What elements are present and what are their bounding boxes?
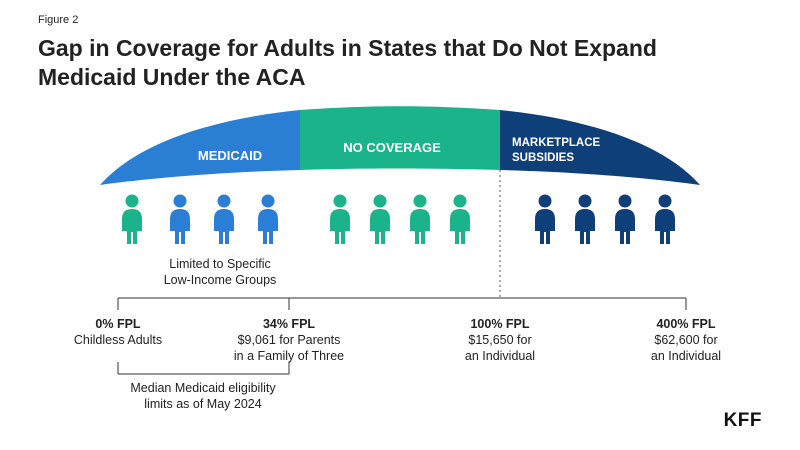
- tick-line2-34: in a Family of Three: [233, 349, 345, 363]
- person-body: [535, 209, 555, 244]
- tick-head-34: 34% FPL: [262, 317, 316, 331]
- person-body: [655, 209, 675, 244]
- person-body: [410, 209, 430, 244]
- person-head: [658, 194, 672, 208]
- person-icon: [575, 194, 595, 244]
- person-head: [413, 194, 427, 208]
- band-label-medicaid: MEDICAID: [198, 148, 262, 163]
- person-body: [330, 209, 350, 244]
- person-head: [173, 194, 187, 208]
- median-note-line2: limits as of May 2024: [144, 397, 262, 411]
- person-icon: [655, 194, 675, 244]
- limited-note-line2: Low-Income Groups: [163, 273, 277, 287]
- person-icon: [615, 194, 635, 244]
- person-icon: [330, 194, 350, 244]
- band-label-marketplace-line2: SUBSIDIES: [512, 152, 574, 164]
- person-head: [217, 194, 231, 208]
- kff-logo: KFF: [723, 410, 762, 431]
- person-head: [373, 194, 387, 208]
- person-body: [615, 209, 635, 244]
- person-body: [575, 209, 595, 244]
- chart-title: Gap in Coverage for Adults in States tha…: [38, 35, 657, 90]
- person-body: [258, 209, 278, 244]
- tick-label-34: 34% FPL $9,061 for Parents in a Family o…: [209, 316, 369, 364]
- median-note-line1: Median Medicaid eligibility: [130, 381, 276, 395]
- person-body: [450, 209, 470, 244]
- person-icon: [214, 194, 234, 244]
- person-body: [370, 209, 390, 244]
- person-head: [333, 194, 347, 208]
- person-head: [618, 194, 632, 208]
- tick-head-400: 400% FPL: [656, 317, 716, 331]
- limited-note: Limited to Specific Low-Income Groups: [140, 256, 300, 288]
- person-icon: [258, 194, 278, 244]
- person-icon: [535, 194, 555, 244]
- person-body: [170, 209, 190, 244]
- tick-line2-100: an Individual: [464, 349, 536, 363]
- band-medicaid: [100, 110, 300, 185]
- people-icons: [122, 194, 675, 244]
- band-label-no-coverage: NO COVERAGE: [343, 140, 441, 155]
- tick-line2-400: an Individual: [650, 349, 722, 363]
- person-icon: [170, 194, 190, 244]
- tick-line1-34: $9,061 for Parents: [237, 333, 341, 347]
- person-icon: [410, 194, 430, 244]
- tick-line1-0: Childless Adults: [73, 333, 163, 347]
- figure-label: Figure 2: [38, 14, 79, 26]
- person-icon: [450, 194, 470, 244]
- tick-line1-400: $62,600 for: [654, 333, 718, 347]
- tick-label-0: 0% FPL Childless Adults: [38, 316, 198, 348]
- band-label-marketplace-line1: MARKETPLACE: [512, 137, 600, 149]
- person-icon: [370, 194, 390, 244]
- person-icon: [122, 194, 142, 244]
- person-head: [261, 194, 275, 208]
- person-head: [125, 194, 139, 208]
- tick-head-0: 0% FPL: [95, 317, 141, 331]
- band-marketplace-subsidies: [500, 110, 700, 185]
- person-body: [214, 209, 234, 244]
- person-head: [538, 194, 552, 208]
- person-head: [578, 194, 592, 208]
- band-no-coverage: [300, 106, 500, 170]
- tick-label-400: 400% FPL $62,600 for an Individual: [606, 316, 766, 364]
- person-body: [122, 209, 142, 244]
- tick-line1-100: $15,650 for: [468, 333, 532, 347]
- tick-head-100: 100% FPL: [470, 317, 530, 331]
- person-head: [453, 194, 467, 208]
- limited-note-line1: Limited to Specific: [169, 257, 271, 271]
- median-note: Median Medicaid eligibility limits as of…: [108, 380, 298, 412]
- tick-label-100: 100% FPL $15,650 for an Individual: [420, 316, 580, 364]
